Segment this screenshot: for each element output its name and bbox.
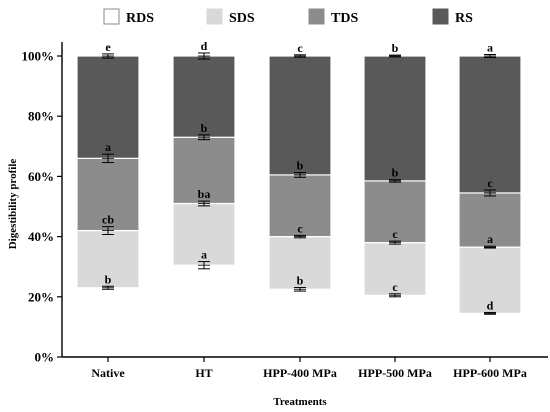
- error-bar-tds-1: [198, 134, 210, 141]
- x-tick-label-0: Native: [91, 366, 125, 380]
- y-axis-title: Digestibility profile: [7, 159, 19, 250]
- legend-item-rs: RS: [432, 8, 473, 26]
- legend-swatch-sds: [206, 8, 223, 25]
- sig-letter-tds-3: b: [392, 166, 399, 180]
- y-tick-label-1: 20%: [28, 289, 54, 304]
- sig-letter-rds-2: b: [297, 273, 304, 287]
- error-bar-tds-2: [294, 171, 306, 178]
- bars: [76, 55, 522, 358]
- sig-letter-tds-2: b: [297, 158, 304, 172]
- bar-rs-4: [458, 55, 522, 194]
- error-bar-sds-1: [198, 200, 210, 207]
- x-tick-label-1: HT: [195, 366, 212, 380]
- error-bar-rds-1: [198, 261, 210, 270]
- legend-label-rds: RDS: [126, 11, 154, 26]
- sig-letter-rds-4: d: [487, 298, 494, 312]
- x-tick-label-2: HPP-400 MPa: [263, 366, 337, 380]
- bar-tds-4: [458, 192, 522, 248]
- sig-letter-rs-1: d: [201, 39, 208, 53]
- y-tick-label-4: 80%: [28, 109, 54, 124]
- error-bar-sds-3: [389, 240, 401, 245]
- error-bar-rs-2: [294, 54, 306, 58]
- bar-sds-0: [76, 229, 140, 289]
- bar-rs-3: [363, 55, 427, 182]
- error-bar-tds-0: [102, 153, 114, 164]
- bar-sds-4: [458, 246, 522, 314]
- sig-letter-sds-4: a: [487, 232, 493, 246]
- bar-sds-1: [172, 202, 236, 266]
- legend-label-tds: TDS: [331, 11, 358, 26]
- legend-item-sds: SDS: [206, 8, 255, 26]
- legend-item-tds: TDS: [308, 8, 358, 26]
- bar-rs-1: [172, 55, 236, 138]
- bar-rds-4: [458, 312, 522, 358]
- sig-letter-sds-3: c: [392, 227, 398, 241]
- legend: RDS SDS TDS RS: [103, 8, 473, 26]
- legend-swatch-rds: [103, 8, 120, 25]
- sig-letter-rs-3: b: [392, 41, 399, 55]
- error-bar-rds-3: [389, 293, 401, 298]
- error-bar-rds-2: [294, 286, 306, 292]
- legend-item-rds: RDS: [103, 8, 154, 26]
- error-bar-sds-4: [484, 245, 496, 249]
- error-bar-tds-4: [484, 189, 496, 197]
- bar-rds-3: [363, 294, 427, 358]
- error-bar-rs-3: [389, 54, 401, 58]
- sig-letter-rs-4: a: [487, 40, 493, 54]
- sig-letter-tds-1: b: [201, 121, 208, 135]
- sig-letter-tds-4: c: [487, 176, 493, 190]
- x-tick-label-3: HPP-500 MPa: [358, 366, 432, 380]
- sig-letter-tds-0: a: [105, 140, 111, 154]
- bar-tds-0: [76, 157, 140, 232]
- legend-label-rs: RS: [455, 11, 473, 26]
- sig-letter-sds-1: ba: [198, 187, 211, 201]
- error-bar-sds-0: [102, 226, 114, 235]
- axes: Native HT HPP-400 MPa HPP-500 MPa HPP-600 MP…: [22, 42, 548, 380]
- bar-rds-2: [268, 288, 332, 358]
- error-bar-sds-2: [294, 234, 306, 239]
- sig-letter-rs-0: e: [105, 40, 111, 54]
- x-tick-label-4: HPP-600 MPa: [453, 366, 527, 380]
- y-tick-label-2: 40%: [28, 229, 54, 244]
- y-tick-label-3: 60%: [28, 169, 54, 184]
- error-bar-rds-0: [102, 285, 114, 290]
- error-bar-rds-4: [484, 311, 496, 315]
- bar-rs-2: [268, 55, 332, 176]
- x-axis-title: Treatments: [273, 396, 327, 408]
- sig-letter-sds-0: cb: [102, 213, 114, 227]
- legend-label-sds: SDS: [229, 11, 255, 26]
- error-bar-rs-4: [484, 53, 496, 59]
- error-bar-tds-3: [389, 179, 401, 183]
- bar-rds-1: [172, 264, 236, 358]
- error-bar-rs-1: [198, 52, 210, 60]
- error-bars: [102, 52, 496, 315]
- sig-letter-rs-2: c: [297, 41, 303, 55]
- legend-swatch-rs: [432, 8, 449, 25]
- sig-letter-rds-1: a: [201, 248, 207, 262]
- legend-swatch-tds: [308, 8, 325, 25]
- bar-tds-3: [363, 180, 427, 244]
- error-bar-rs-0: [102, 53, 114, 59]
- sig-letter-rds-0: b: [105, 272, 112, 286]
- bar-tds-2: [268, 174, 332, 238]
- sig-letter-rds-3: c: [392, 280, 398, 294]
- sig-letter-sds-2: c: [297, 221, 303, 235]
- bar-rds-0: [76, 287, 140, 358]
- y-tick-label-0: 0%: [35, 350, 55, 365]
- y-tick-label-5: 100%: [22, 49, 55, 64]
